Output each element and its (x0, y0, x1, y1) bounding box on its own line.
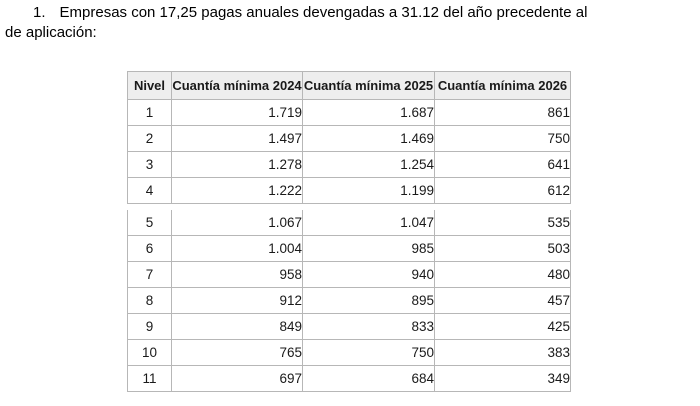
value-cell: 457 (434, 287, 571, 314)
value-cell: 612 (434, 177, 571, 204)
value-cell: 425 (434, 313, 571, 340)
nivel-cell: 8 (127, 287, 172, 314)
nivel-cell: 10 (127, 339, 172, 366)
nivel-cell: 5 (127, 210, 172, 236)
value-cell: 985 (302, 235, 435, 262)
nivel-cell: 3 (127, 151, 172, 178)
value-cell: 684 (302, 365, 435, 392)
value-cell: 480 (434, 261, 571, 288)
table-row: 4 1.222 1.199 612 (127, 177, 571, 204)
value-cell: 1.497 (171, 125, 303, 152)
table-row: 3 1.278 1.254 641 (127, 151, 571, 178)
value-cell: 861 (434, 99, 571, 126)
table-row: 11 697 684 349 (127, 365, 571, 392)
nivel-cell: 4 (127, 177, 172, 204)
value-cell: 1.199 (302, 177, 435, 204)
value-cell: 833 (302, 313, 435, 340)
column-header: Nivel (127, 71, 172, 100)
nivel-cell: 6 (127, 235, 172, 262)
intro-line-1: 1. Empresas con 17,25 pagas anuales deven… (5, 3, 695, 23)
value-cell: 912 (171, 287, 303, 314)
table-row: 1 1.719 1.687 861 (127, 99, 571, 126)
nivel-cell: 2 (127, 125, 172, 152)
nivel-cell: 11 (127, 365, 172, 392)
table-row: 6 1.004 985 503 (127, 235, 571, 262)
table-row: 2 1.497 1.469 750 (127, 125, 571, 152)
value-cell: 940 (302, 261, 435, 288)
value-cell: 641 (434, 151, 571, 178)
value-cell: 1.222 (171, 177, 303, 204)
nivel-cell: 1 (127, 99, 172, 126)
table-row: 8 912 895 457 (127, 287, 571, 314)
value-cell: 750 (434, 125, 571, 152)
levels-table-part2: 5 1.067 1.047 535 6 1.004 985 503 7 958 940 480 8 912… (127, 210, 571, 392)
value-cell: 1.719 (171, 99, 303, 126)
value-cell: 849 (171, 313, 303, 340)
value-cell: 1.278 (171, 151, 303, 178)
table-row: 9 849 833 425 (127, 313, 571, 340)
nivel-cell: 9 (127, 313, 172, 340)
value-cell: 1.469 (302, 125, 435, 152)
value-cell: 1.254 (302, 151, 435, 178)
table-row: 5 1.067 1.047 535 (127, 210, 571, 236)
table-row: 7 958 940 480 (127, 261, 571, 288)
list-number: 1. (33, 4, 46, 21)
value-cell: 895 (302, 287, 435, 314)
value-cell: 535 (434, 210, 571, 236)
value-cell: 958 (171, 261, 303, 288)
value-cell: 1.047 (302, 210, 435, 236)
value-cell: 1.067 (171, 210, 303, 236)
value-cell: 503 (434, 235, 571, 262)
column-header: Cuantía mínima 2026 (434, 71, 571, 100)
value-cell: 697 (171, 365, 303, 392)
value-cell: 349 (434, 365, 571, 392)
nivel-cell: 7 (127, 261, 172, 288)
value-cell: 1.004 (171, 235, 303, 262)
intro-paragraph: 1. Empresas con 17,25 pagas anuales deven… (5, 3, 695, 42)
value-cell: 765 (171, 339, 303, 366)
table-header-row: Nivel Cuantía mínima 2024 Cuantía mínima 2… (127, 71, 571, 100)
column-header: Cuantía mínima 2024 (171, 71, 303, 100)
value-cell: 383 (434, 339, 571, 366)
table-row: 10 765 750 383 (127, 339, 571, 366)
column-header: Cuantía mínima 2025 (302, 71, 435, 100)
intro-text: Empresas con 17,25 pagas anuales devenga… (59, 4, 588, 21)
value-cell: 750 (302, 339, 435, 366)
intro-line-2: de aplicación: (5, 23, 97, 41)
value-cell: 1.687 (302, 99, 435, 126)
levels-table-part1: Nivel Cuantía mínima 2024 Cuantía mínima 2… (127, 71, 571, 204)
